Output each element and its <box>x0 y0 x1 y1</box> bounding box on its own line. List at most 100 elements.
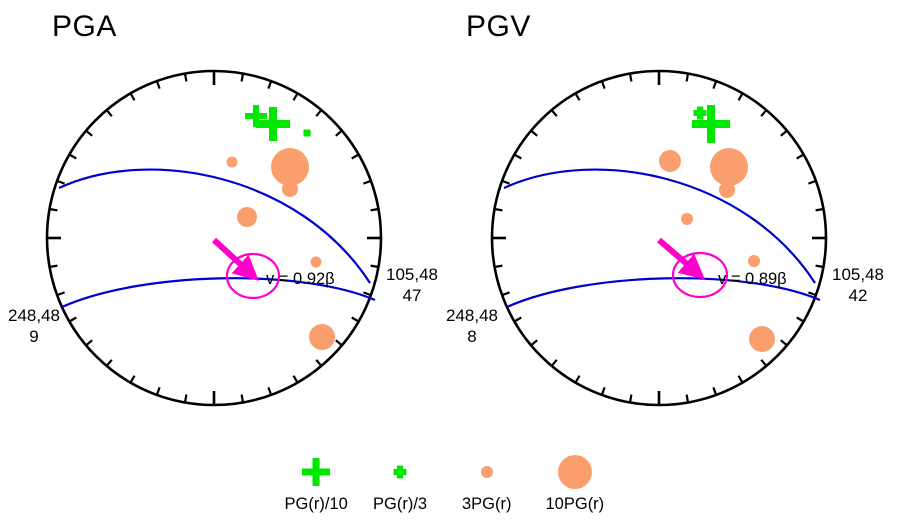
legend-cross-1 <box>393 465 407 479</box>
nodal-plane-label-right-pga-line2: 47 <box>402 286 422 306</box>
azimuth-tick <box>105 359 113 367</box>
azimuth-tick <box>530 129 538 137</box>
nodal-plane-label-left-pgv: 248,48 8 <box>446 305 498 348</box>
azimuth-tick <box>780 129 788 137</box>
azimuth-ticks-pgv <box>492 71 826 405</box>
legend-label-1: PG(r)/3 <box>373 495 428 513</box>
green-cross-marker <box>693 106 707 120</box>
orange-circle-marker <box>659 150 681 172</box>
page-title-pgv: PGV <box>466 10 531 43</box>
nodal-plane-1-pga <box>61 277 376 309</box>
nodal-plane-label-left-pga-line1: 248,48 <box>8 306 60 325</box>
green-markers-pga <box>245 105 311 141</box>
orange-circle-marker <box>310 256 322 268</box>
azimuth-tick <box>796 153 805 160</box>
nodal-plane-label-left-pgv-line1: 248,48 <box>446 306 498 325</box>
green-square-marker <box>303 129 311 137</box>
azimuth-tick <box>530 339 538 347</box>
azimuth-tick <box>315 359 323 367</box>
azimuth-ticks-pga <box>47 71 381 405</box>
azimuth-tick <box>155 387 161 396</box>
nodal-plane-label-right-pgv-line1: 105,48 <box>832 265 884 284</box>
azimuth-tick <box>494 207 503 212</box>
azimuth-tick <box>68 153 77 160</box>
legend-circle-2 <box>481 466 493 478</box>
green-markers-pgv <box>692 105 730 143</box>
azimuth-tick <box>808 179 817 185</box>
green-cross-marker <box>256 107 290 141</box>
nodal-plane-label-right-pgv: 105,48 42 <box>832 264 884 307</box>
azimuth-tick <box>351 153 360 160</box>
orange-circle-marker <box>237 207 257 227</box>
azimuth-tick <box>494 264 503 269</box>
legend-label-2: 3PG(r) <box>462 495 512 513</box>
orange-circle-marker <box>271 148 309 186</box>
azimuth-tick <box>49 207 58 212</box>
azimuth-tick <box>370 264 379 269</box>
orange-circle-marker <box>282 181 298 197</box>
azimuth-tick <box>85 129 93 137</box>
rupture-velocity-label-pgv: v = 0.89β <box>718 270 787 288</box>
azimuth-tick <box>85 339 93 347</box>
orange-markers-pga <box>226 148 335 350</box>
azimuth-tick <box>335 339 343 347</box>
azimuth-tick <box>737 375 744 384</box>
azimuth-tick <box>335 129 343 137</box>
highlight-arrow-pga <box>211 237 259 281</box>
orange-circle-marker <box>710 148 748 186</box>
orange-circle-marker <box>719 182 735 198</box>
nodal-plane-label-right-pgv-line2: 42 <box>848 286 868 306</box>
azimuth-tick <box>685 73 690 82</box>
orange-circle-marker <box>681 213 693 225</box>
azimuth-tick <box>513 316 522 323</box>
nodal-plane-2-pga <box>58 168 371 284</box>
orange-circle-marker <box>748 255 760 267</box>
azimuth-tick <box>574 375 581 384</box>
azimuth-tick <box>796 316 805 323</box>
azimuth-tick <box>808 291 817 297</box>
green-cross-marker <box>692 105 730 143</box>
legend-cross-0 <box>302 458 330 486</box>
orange-circle-marker <box>309 324 335 350</box>
azimuth-tick <box>56 179 65 185</box>
page-title-pga: PGA <box>52 10 117 43</box>
azimuth-tick <box>574 92 581 101</box>
azimuth-tick <box>501 179 510 185</box>
azimuth-tick <box>628 73 633 82</box>
orange-circle-marker <box>749 326 775 352</box>
azimuth-tick <box>292 92 299 101</box>
nodal-plane-label-left-pga: 248,48 9 <box>8 305 60 348</box>
azimuth-tick <box>600 80 606 89</box>
nodal-plane-1-pgv <box>506 277 821 309</box>
nodal-plane-label-left-pga-line2: 9 <box>29 327 39 347</box>
azimuth-tick <box>267 80 273 89</box>
azimuth-tick <box>737 92 744 101</box>
azimuth-tick <box>550 109 558 117</box>
azimuth-tick <box>292 375 299 384</box>
orange-circle-marker <box>226 156 238 168</box>
azimuth-tick <box>363 179 372 185</box>
azimuth-tick <box>105 109 113 117</box>
highlight-arrow-pgv <box>657 237 706 280</box>
azimuth-tick <box>712 80 718 89</box>
azimuth-tick <box>49 264 58 269</box>
azimuth-tick <box>370 207 379 212</box>
azimuth-tick <box>155 80 161 89</box>
azimuth-tick <box>685 394 690 403</box>
azimuth-tick <box>760 359 768 367</box>
azimuth-tick <box>240 73 245 82</box>
azimuth-tick <box>363 291 372 297</box>
azimuth-tick <box>780 339 788 347</box>
legend-label-3: 10PG(r) <box>545 495 605 513</box>
panel-pga <box>45 69 383 407</box>
azimuth-tick <box>815 207 824 212</box>
azimuth-tick <box>68 316 77 323</box>
azimuth-tick <box>815 264 824 269</box>
azimuth-tick <box>628 394 633 403</box>
azimuth-tick <box>267 387 273 396</box>
highlight-ellipse-pgv <box>671 251 729 299</box>
legend-label-0: PG(r)/10 <box>284 495 348 513</box>
rupture-velocity-label-pga: v = 0.92β <box>266 270 335 288</box>
panel-pgv <box>490 69 828 407</box>
